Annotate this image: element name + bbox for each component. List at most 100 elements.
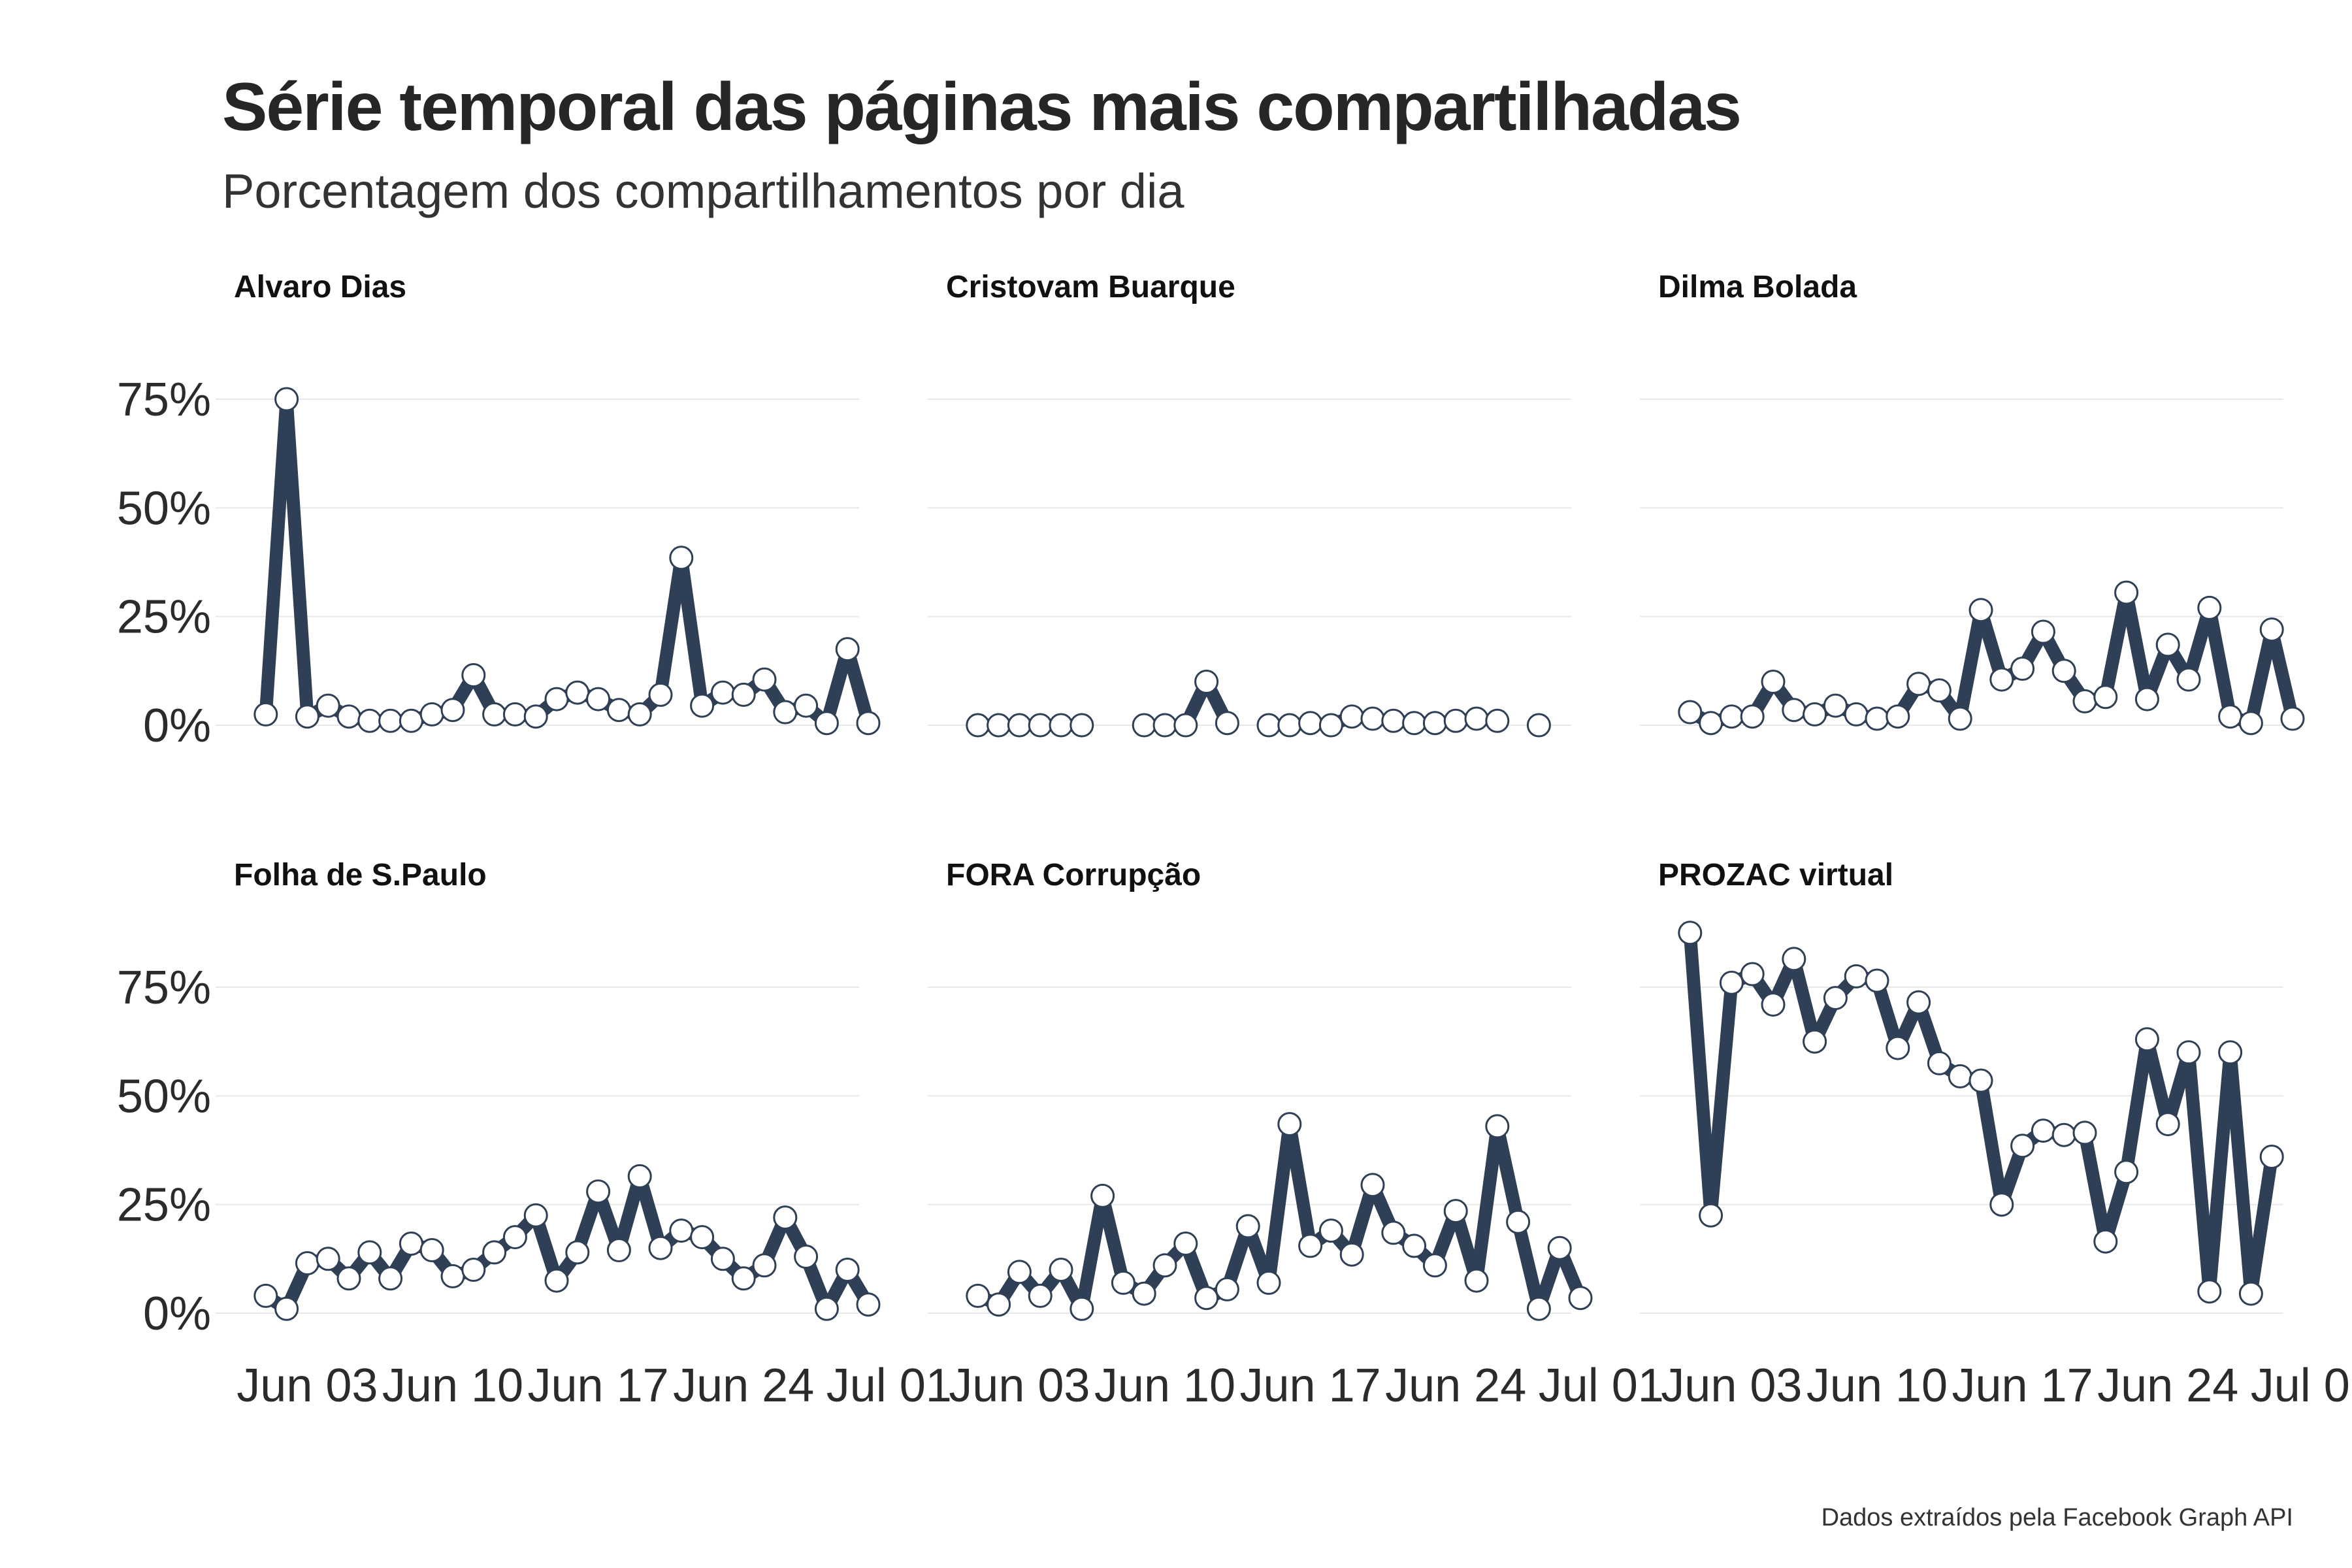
data-point [2176, 667, 2201, 692]
facet-title: Folha de S.Paulo [234, 858, 487, 892]
data-point [856, 711, 881, 736]
y-tick-label: 75% [117, 962, 211, 1014]
data-point [1568, 1286, 1593, 1311]
data-point [1719, 704, 1744, 729]
data-point [966, 1283, 990, 1308]
facet-title: Alvaro Dias [234, 270, 406, 304]
data-point [1886, 704, 1910, 729]
data-point [399, 1232, 423, 1256]
data-point [1968, 1068, 1993, 1093]
data-point [316, 693, 340, 718]
x-tick-label: Jun 24 [2097, 1360, 2238, 1412]
x-tick-label: Jun 10 [382, 1360, 523, 1412]
data-point [1049, 713, 1073, 738]
data-point [1402, 711, 1427, 736]
data-point [336, 1266, 361, 1291]
data-point [606, 1238, 631, 1262]
x-tick-label: Jul 01 [826, 1360, 952, 1412]
data-point [2051, 1122, 2076, 1147]
data-point [814, 1296, 839, 1321]
data-point [2093, 1229, 2118, 1254]
data-point [461, 1258, 486, 1282]
data-point [1823, 986, 1848, 1011]
data-point [2176, 1040, 2201, 1065]
data-point [1443, 1199, 1468, 1224]
data-point [1740, 962, 1765, 987]
y-tick-label: 0% [143, 1288, 211, 1340]
data-point [814, 711, 839, 736]
data-point [1464, 1268, 1489, 1293]
data-point [1194, 670, 1219, 694]
data-point [648, 1235, 673, 1260]
data-point [274, 1296, 299, 1321]
data-point [1402, 1233, 1427, 1258]
data-point [1464, 706, 1489, 731]
data-point [1277, 1112, 1302, 1137]
data-point [2238, 1281, 2263, 1306]
data-point [773, 700, 798, 725]
data-point [2238, 711, 2263, 736]
data-point [2155, 1112, 2180, 1137]
data-point [274, 387, 299, 412]
data-point [1152, 1253, 1177, 1278]
data-point [1360, 1173, 1385, 1198]
facet-title: Cristovam Buarque [946, 270, 1235, 304]
data-point [648, 682, 673, 707]
data-point [502, 702, 527, 727]
data-point [2072, 689, 2097, 713]
data-point [1803, 1029, 1827, 1054]
data-point [1277, 713, 1302, 738]
data-point [856, 1292, 881, 1317]
data-point [1070, 713, 1094, 738]
data-point [399, 708, 423, 733]
data-point [1028, 1283, 1053, 1308]
x-tick-label: Jun 24 [673, 1360, 814, 1412]
data-point [987, 713, 1011, 738]
x-tick-label: Jun 24 [1385, 1360, 1526, 1412]
data-point [1090, 1183, 1115, 1208]
data-point [1339, 704, 1364, 729]
data-point [1989, 667, 2014, 692]
data-point [2072, 1120, 2097, 1145]
facet-panel-prozac-virtual: PROZAC virtual Jun 03 Jun 10 Jun 17 Jun 24 Ju… [1640, 858, 2352, 1412]
data-point [710, 1247, 735, 1271]
data-point [1927, 1051, 1952, 1075]
y-tick-label: 50% [117, 1070, 211, 1122]
data-point [544, 687, 569, 711]
data-point [2155, 632, 2180, 657]
data-point [2280, 706, 2305, 731]
facet-title: FORA Corrupção [946, 858, 1201, 892]
data-point [669, 1218, 694, 1243]
data-point [440, 698, 465, 723]
data-point [357, 1240, 382, 1265]
data-point [1443, 708, 1468, 733]
data-point [1194, 1286, 1219, 1311]
data-point [2197, 1279, 2222, 1304]
data-point [1318, 1218, 1343, 1243]
data-point [1844, 964, 1869, 988]
data-point [1256, 1270, 1281, 1295]
data-point [1761, 992, 1786, 1017]
data-point [1298, 1233, 1323, 1258]
data-point [502, 1225, 527, 1250]
data-point [1506, 1209, 1531, 1234]
y-tick-label: 25% [117, 591, 211, 644]
x-tick-label: Jun 03 [237, 1360, 378, 1412]
data-point [1927, 678, 1952, 703]
data-point [544, 1268, 569, 1293]
data-point [835, 1258, 860, 1282]
data-point [2114, 1160, 2139, 1184]
data-point [1865, 706, 1889, 731]
data-point [316, 1247, 340, 1271]
data-point [440, 1264, 465, 1288]
data-point [1823, 693, 1848, 718]
data-point [1070, 1296, 1094, 1321]
data-point [1547, 1235, 1572, 1260]
data-point [2093, 685, 2118, 710]
data-point [1173, 1232, 1198, 1256]
x-tick-label: Jul 01 [2251, 1360, 2352, 1412]
facet-panel-cristovam-buarque: Cristovam Buarque [928, 270, 1571, 738]
facet-title: PROZAC virtual [1658, 858, 1893, 892]
